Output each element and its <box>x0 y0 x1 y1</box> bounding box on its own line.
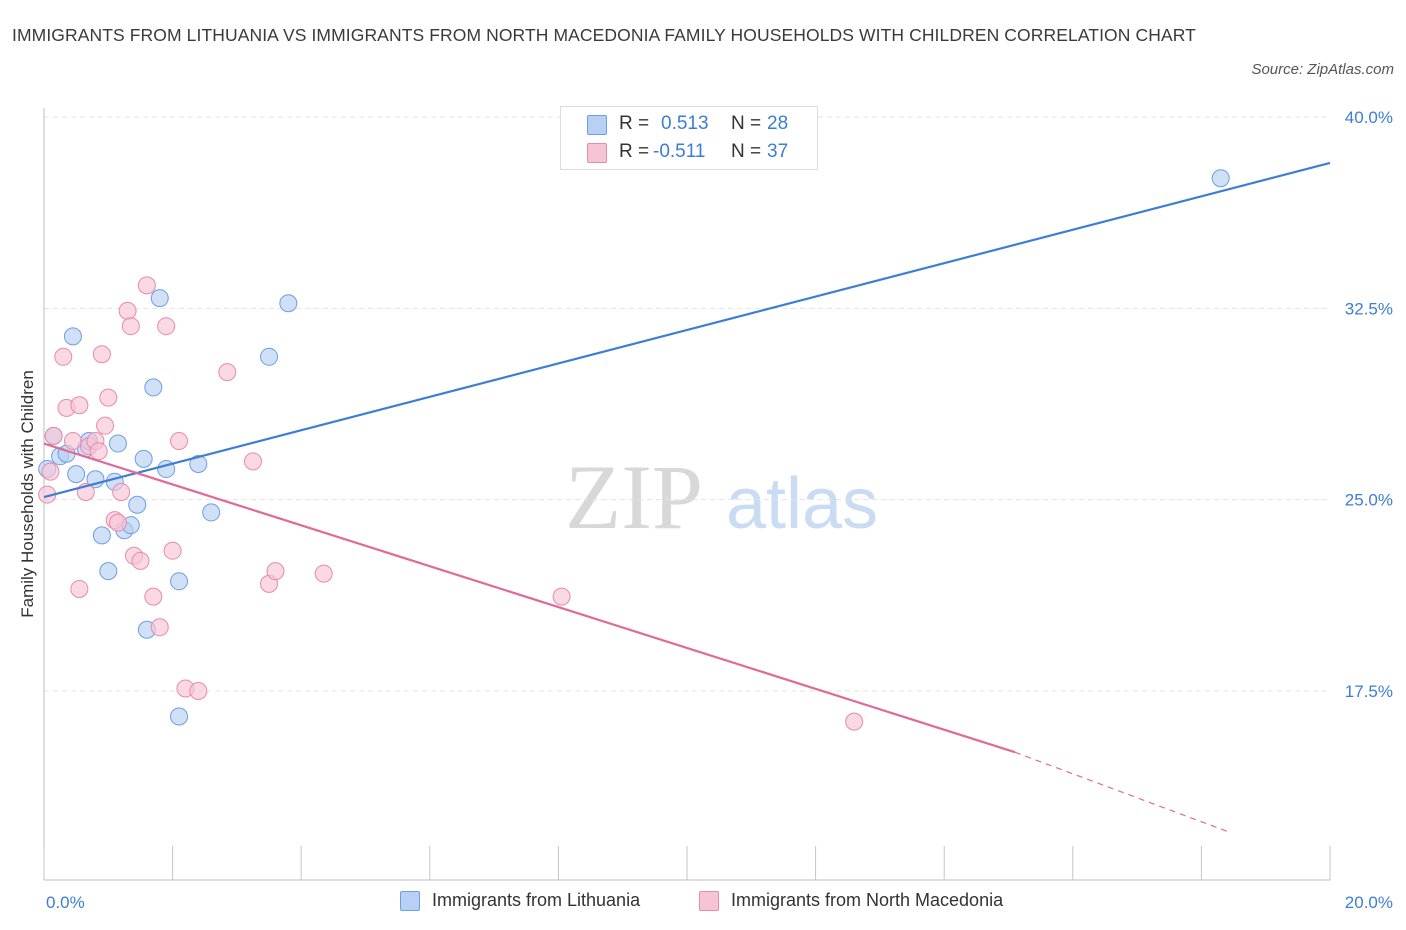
data-point-north-macedonia <box>99 388 118 407</box>
data-point-north-macedonia <box>118 301 137 320</box>
data-point-lithuania <box>108 434 127 453</box>
series-name-north-macedonia: Immigrants from North Macedonia <box>731 890 1004 910</box>
y-tick-label: 25.0% <box>1345 491 1393 510</box>
data-point-north-macedonia <box>44 426 63 445</box>
correlation-legend: R = 0.513 N = 28 R = -0.511 N = 37 <box>560 106 818 170</box>
data-point-north-macedonia <box>92 345 111 364</box>
data-point-north-macedonia <box>137 276 156 295</box>
data-point-lithuania <box>202 503 221 522</box>
legend-swatch-lithuania <box>400 891 420 911</box>
legend-n-label: N = <box>731 141 762 162</box>
y-tick-label: 32.5% <box>1345 299 1393 318</box>
data-point-lithuania <box>1211 169 1230 188</box>
data-point-north-macedonia <box>144 587 163 606</box>
y-tick-label: 40.0% <box>1345 108 1393 127</box>
data-point-lithuania <box>170 707 189 726</box>
data-point-north-macedonia <box>108 513 127 532</box>
data-point-lithuania <box>150 289 169 308</box>
source-label: Source: ZipAtlas.com <box>1251 61 1394 78</box>
data-point-lithuania <box>67 465 86 484</box>
data-point-north-macedonia <box>157 317 176 336</box>
legend-r-value: 0.513 <box>661 113 709 134</box>
legend-r-label: R = <box>619 113 650 134</box>
data-point-north-macedonia <box>112 483 131 502</box>
y-axis-label: Family Households with Children <box>18 370 37 618</box>
x-tick-label: 0.0% <box>46 893 85 912</box>
data-point-north-macedonia <box>70 396 89 415</box>
trend-line-lithuania <box>43 161 1331 499</box>
data-point-north-macedonia <box>96 416 115 435</box>
data-point-north-macedonia <box>41 462 60 481</box>
data-point-north-macedonia <box>243 452 262 471</box>
legend-r-label: R = <box>619 141 650 162</box>
legend-n-label: N = <box>731 113 762 134</box>
data-point-lithuania <box>134 449 153 468</box>
watermark-zip: ZIP <box>565 446 703 548</box>
watermark-atlas: atlas <box>726 464 878 544</box>
legend-swatch-lithuania <box>587 115 607 135</box>
data-point-lithuania <box>128 495 147 514</box>
legend-n-value: 37 <box>767 141 789 162</box>
data-point-lithuania <box>92 526 111 545</box>
data-point-lithuania <box>170 572 189 591</box>
data-point-north-macedonia <box>314 564 333 583</box>
data-point-north-macedonia <box>552 587 571 606</box>
trend-line-north-macedonia <box>43 442 1016 754</box>
legend-swatch-north-macedonia <box>699 891 719 911</box>
data-point-north-macedonia <box>150 618 169 637</box>
data-point-lithuania <box>99 562 118 581</box>
data-point-north-macedonia <box>63 431 82 450</box>
data-point-north-macedonia <box>266 562 285 581</box>
data-point-north-macedonia <box>170 431 189 450</box>
data-point-lithuania <box>63 327 82 346</box>
data-point-north-macedonia <box>845 712 864 731</box>
data-point-lithuania <box>144 378 163 397</box>
data-point-north-macedonia <box>121 317 140 336</box>
legend-n-value: 28 <box>767 113 789 134</box>
series-name-lithuania: Immigrants from Lithuania <box>432 890 641 910</box>
legend-swatch-north-macedonia <box>587 143 607 163</box>
data-point-north-macedonia <box>70 579 89 598</box>
y-tick-label: 17.5% <box>1345 682 1393 701</box>
data-point-north-macedonia <box>89 442 108 461</box>
trend-line-north-macedonia-extension <box>1014 751 1228 832</box>
data-point-north-macedonia <box>131 551 150 570</box>
data-point-north-macedonia <box>54 347 73 366</box>
data-point-north-macedonia <box>189 682 208 700</box>
data-point-north-macedonia <box>163 541 182 560</box>
data-point-lithuania <box>279 294 298 313</box>
data-point-north-macedonia <box>218 363 237 382</box>
data-point-lithuania <box>260 347 279 366</box>
data-point-lithuania <box>189 454 208 473</box>
legend-r-value: -0.511 <box>653 141 706 162</box>
chart-title: IMMIGRANTS FROM LITHUANIA VS IMMIGRANTS … <box>12 25 1196 45</box>
x-tick-label: 20.0% <box>1345 893 1393 912</box>
